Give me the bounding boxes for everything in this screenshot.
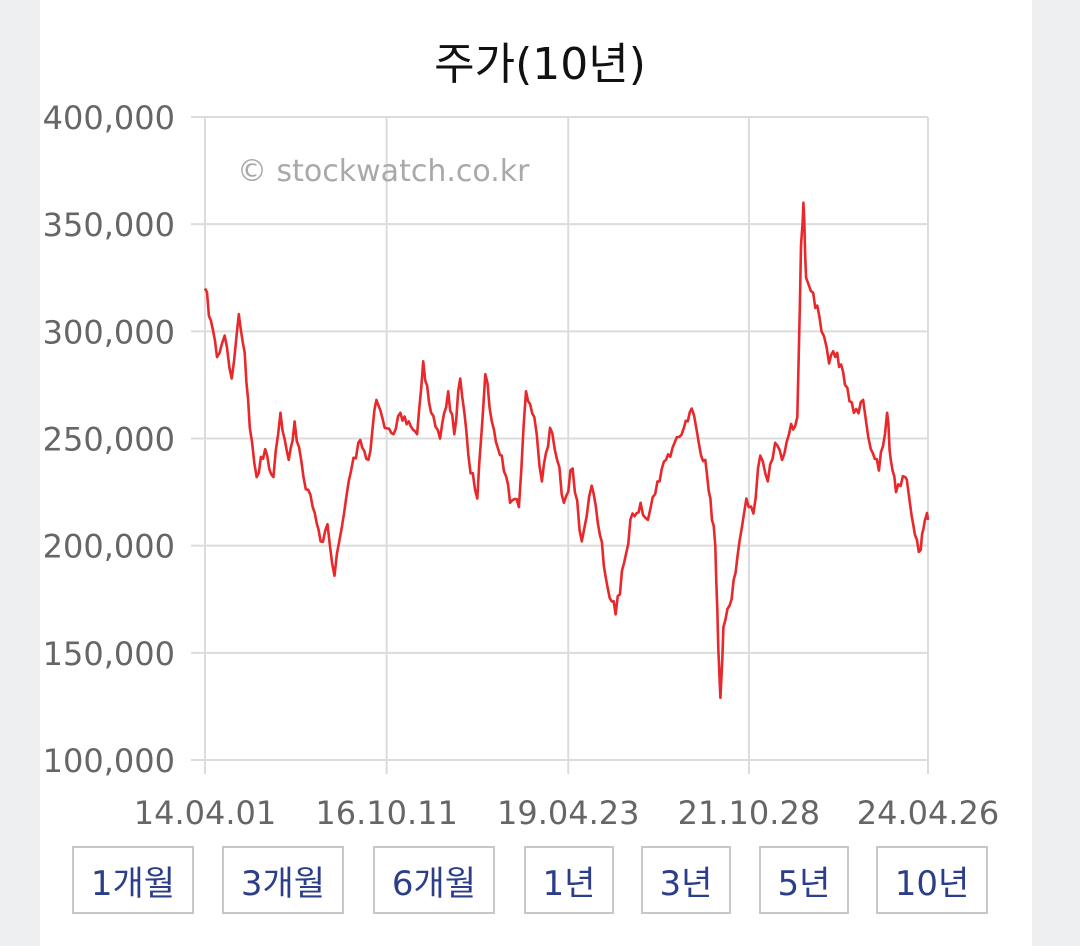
y-tick-label: 150,000 <box>43 635 175 673</box>
y-tick-label: 100,000 <box>43 742 175 780</box>
x-tick-label: 24.04.26 <box>857 794 1000 832</box>
watermark: © stockwatch.co.kr <box>237 154 530 189</box>
price-line <box>203 201 930 700</box>
range-button-1m[interactable]: 1개월 <box>72 846 194 914</box>
range-button-10y[interactable]: 10년 <box>876 846 988 914</box>
x-tick-label: 16.10.11 <box>315 794 458 832</box>
y-tick-label: 400,000 <box>43 99 175 137</box>
range-button-3y[interactable]: 3년 <box>641 846 731 914</box>
range-button-1y[interactable]: 1년 <box>524 846 614 914</box>
range-button-3m[interactable]: 3개월 <box>222 846 344 914</box>
y-tick-label: 300,000 <box>43 313 175 351</box>
x-tick-label: 19.04.23 <box>497 794 640 832</box>
y-tick-label: 200,000 <box>43 528 175 566</box>
range-button-6m[interactable]: 6개월 <box>373 846 495 914</box>
x-tick-label: 14.04.01 <box>134 794 277 832</box>
range-button-5y[interactable]: 5년 <box>759 846 849 914</box>
y-tick-label: 350,000 <box>43 206 175 244</box>
x-tick-label: 21.10.28 <box>678 794 821 832</box>
chart-title: 주가(10년) <box>434 39 646 90</box>
y-tick-label: 250,000 <box>43 421 175 459</box>
